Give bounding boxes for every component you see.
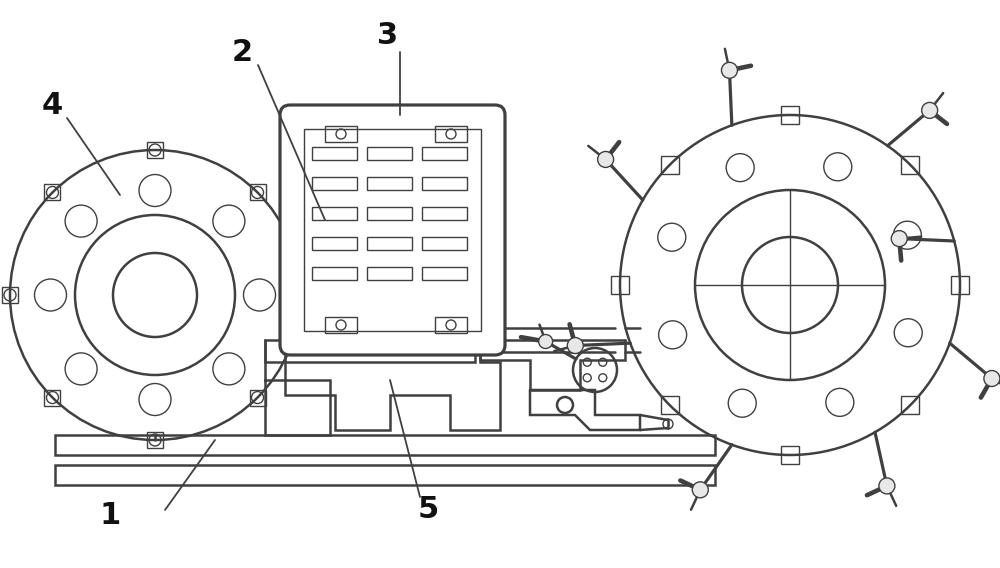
Circle shape <box>721 62 737 78</box>
FancyBboxPatch shape <box>280 105 505 355</box>
Bar <box>312 147 357 160</box>
Bar <box>661 396 679 414</box>
Text: 2: 2 <box>231 37 253 66</box>
Bar <box>951 276 969 294</box>
Bar <box>422 147 467 160</box>
Bar <box>611 276 629 294</box>
Bar <box>367 207 412 220</box>
Bar <box>901 156 919 174</box>
Bar <box>312 237 357 250</box>
Circle shape <box>567 337 583 353</box>
Bar <box>55 435 715 455</box>
Circle shape <box>984 370 1000 386</box>
Bar <box>2 287 18 303</box>
Bar <box>44 185 60 201</box>
Bar <box>325 317 357 333</box>
Circle shape <box>891 231 907 247</box>
Circle shape <box>692 482 708 498</box>
Circle shape <box>598 152 614 168</box>
Bar <box>292 287 308 303</box>
Bar <box>435 126 467 142</box>
Bar <box>304 129 481 331</box>
Bar <box>147 432 163 448</box>
Text: 3: 3 <box>377 20 399 49</box>
Bar <box>250 390 266 406</box>
Circle shape <box>922 102 938 118</box>
Bar <box>147 142 163 158</box>
Bar <box>312 267 357 280</box>
Circle shape <box>879 478 895 494</box>
Bar <box>55 465 715 485</box>
Bar <box>325 126 357 142</box>
Bar <box>367 147 412 160</box>
Bar <box>435 317 467 333</box>
Bar <box>781 106 799 124</box>
Bar <box>250 185 266 201</box>
Text: 4: 4 <box>41 90 63 119</box>
Bar <box>422 267 467 280</box>
Text: 5: 5 <box>417 495 439 524</box>
Bar <box>661 156 679 174</box>
Bar <box>901 396 919 414</box>
Circle shape <box>539 335 553 349</box>
Bar <box>367 177 412 190</box>
Bar <box>367 237 412 250</box>
Bar <box>44 390 60 406</box>
Text: 1: 1 <box>99 500 121 529</box>
Bar <box>367 267 412 280</box>
Bar <box>422 177 467 190</box>
Bar <box>265 340 475 362</box>
Bar <box>422 237 467 250</box>
Bar <box>781 446 799 464</box>
Bar <box>312 207 357 220</box>
Bar <box>422 207 467 220</box>
Bar <box>312 177 357 190</box>
